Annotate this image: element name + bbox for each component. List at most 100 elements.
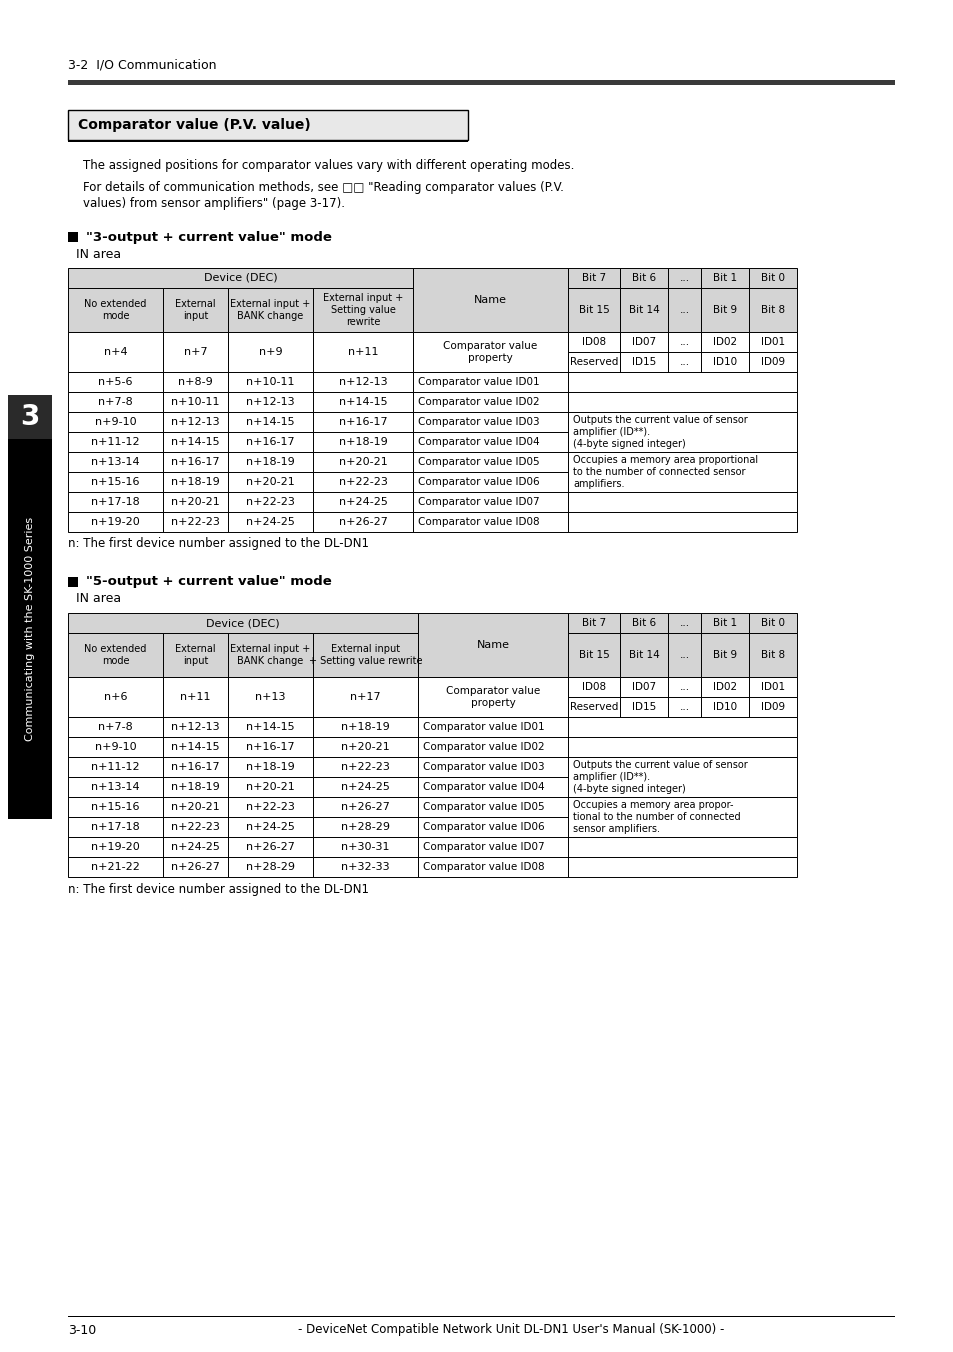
Bar [567,737,796,757]
Bar [313,633,417,677]
Bar [619,633,667,677]
Text: n+13-14: n+13-14 [91,457,140,466]
Bar [68,633,163,677]
Text: n+5-6: n+5-6 [98,377,132,387]
Text: n+14-15: n+14-15 [246,416,294,427]
Bar [163,857,228,877]
Text: n+24-25: n+24-25 [246,516,294,527]
Text: Comparator value ID01: Comparator value ID01 [417,377,539,387]
Text: n+14-15: n+14-15 [171,742,219,752]
Text: Bit 9: Bit 9 [712,306,737,315]
Bar [163,492,228,512]
Text: ID02: ID02 [712,337,737,347]
Text: n+15-16: n+15-16 [91,477,139,487]
Bar [163,777,228,796]
Text: Comparator value ID05: Comparator value ID05 [422,802,544,813]
Bar [313,857,417,877]
Bar [313,412,413,433]
Text: Comparator value
property: Comparator value property [443,341,537,362]
Bar [417,677,567,717]
Bar [417,612,567,677]
Bar [163,392,228,412]
Text: ID01: ID01 [760,337,784,347]
Bar [700,268,748,288]
Text: ...: ... [679,357,689,366]
Bar [228,412,313,433]
Bar [228,452,313,472]
Text: IN area: IN area [76,249,121,261]
Text: n+20-21: n+20-21 [338,457,387,466]
Text: Bit 0: Bit 0 [760,618,784,627]
Text: Bit 14: Bit 14 [628,650,659,660]
Text: n+24-25: n+24-25 [341,781,390,792]
Bar [68,268,413,288]
Text: External
input: External input [175,644,215,667]
Bar [228,512,313,531]
Text: Comparator value ID02: Comparator value ID02 [422,742,544,752]
Text: n: The first device number assigned to the DL-DN1: n: The first device number assigned to t… [68,883,369,895]
Bar [748,288,796,333]
Text: n+14-15: n+14-15 [246,722,294,731]
Bar [567,817,796,837]
Bar [313,757,417,777]
Text: n+26-27: n+26-27 [338,516,387,527]
Text: n+13-14: n+13-14 [91,781,140,792]
Text: Comparator value ID07: Comparator value ID07 [417,498,539,507]
Text: Comparator value
property: Comparator value property [445,685,539,708]
Bar [417,717,567,737]
Text: ...: ... [679,273,689,283]
Bar [700,333,748,352]
Bar [313,433,413,452]
Text: ...: ... [679,337,689,347]
Bar [413,433,567,452]
Text: n+7-8: n+7-8 [98,722,132,731]
Bar [567,633,619,677]
Text: n+11: n+11 [348,347,377,357]
Text: n+12-13: n+12-13 [171,722,219,731]
Text: n+14-15: n+14-15 [338,397,387,407]
Bar [413,472,567,492]
Bar [567,392,796,412]
Text: Communicating with the SK-1000 Series: Communicating with the SK-1000 Series [25,516,35,741]
Bar [68,757,163,777]
Text: Comparator value ID06: Comparator value ID06 [417,477,539,487]
Text: For details of communication methods, see □□ "Reading comparator values (P.V.: For details of communication methods, se… [83,181,563,193]
Text: Bit 0: Bit 0 [760,273,784,283]
Text: n+22-23: n+22-23 [341,763,390,772]
Text: n+30-31: n+30-31 [341,842,390,852]
Bar [667,612,700,633]
Bar [313,837,417,857]
Text: External
input: External input [175,299,215,320]
Bar [413,412,567,433]
Bar [667,633,700,677]
Bar [417,817,567,837]
Text: n+18-19: n+18-19 [171,477,219,487]
Bar [163,717,228,737]
Bar [8,395,52,439]
Bar [619,333,667,352]
Text: n+22-23: n+22-23 [171,516,220,527]
Bar [417,857,567,877]
Text: n+7-8: n+7-8 [98,397,132,407]
Bar [619,288,667,333]
Text: Comparator value ID02: Comparator value ID02 [417,397,539,407]
Bar [68,777,163,796]
Text: External input +
Setting value
rewrite: External input + Setting value rewrite [322,293,403,327]
Text: n+10-11: n+10-11 [172,397,219,407]
Text: n+22-23: n+22-23 [246,802,294,813]
Bar [68,288,163,333]
Text: - DeviceNet Compatible Network Unit DL-DN1 User's Manual (SK-1000) -: - DeviceNet Compatible Network Unit DL-D… [298,1324,724,1337]
Bar [228,433,313,452]
Text: IN area: IN area [76,592,121,606]
Bar [313,288,413,333]
Bar [68,452,163,472]
Bar [417,796,567,817]
Bar [619,352,667,372]
Bar [413,268,567,333]
Bar [68,677,163,717]
Bar [228,817,313,837]
Text: External input
+ Setting value rewrite: External input + Setting value rewrite [309,644,422,667]
Text: The assigned positions for comparator values vary with different operating modes: The assigned positions for comparator va… [83,158,574,172]
Bar [313,492,413,512]
Bar [163,796,228,817]
